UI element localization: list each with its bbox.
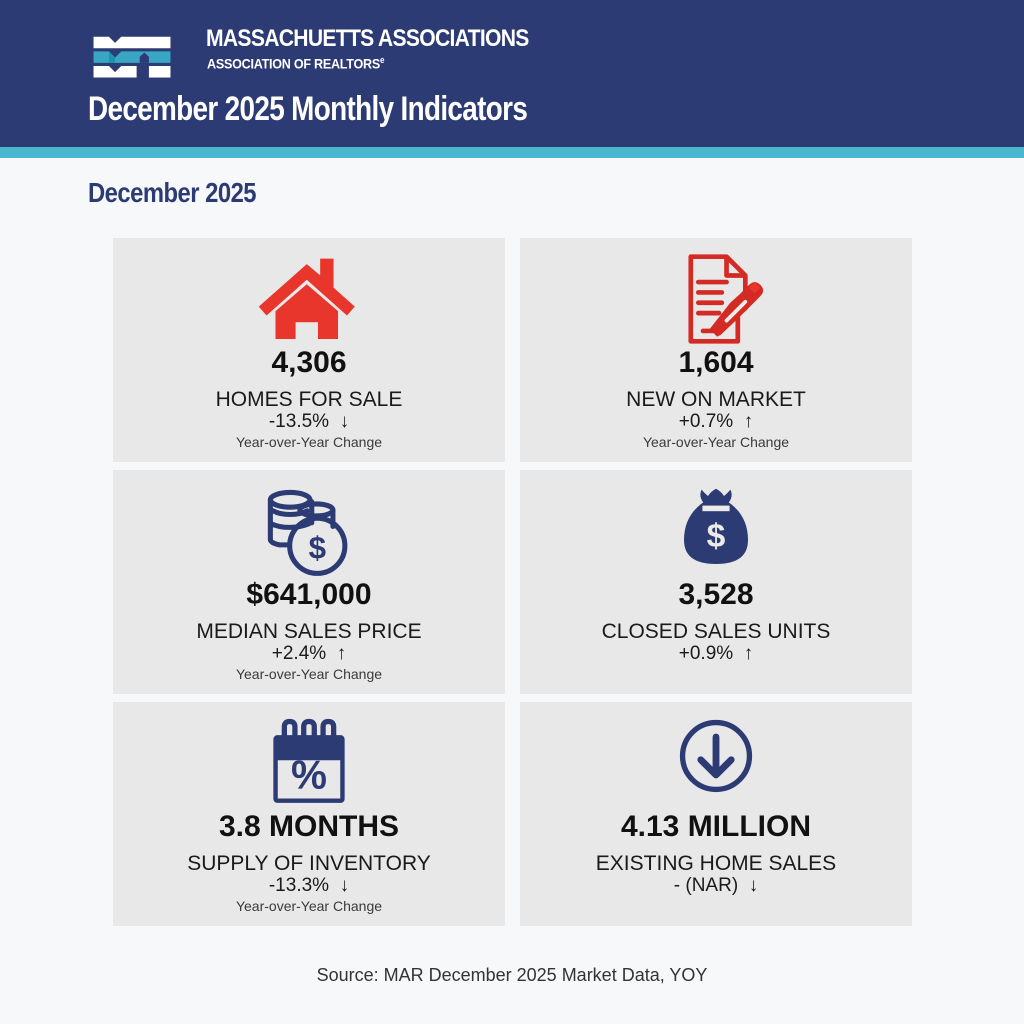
svg-text:%: % <box>291 751 327 797</box>
svg-text:$: $ <box>707 518 726 555</box>
svg-text:$: $ <box>309 531 326 566</box>
